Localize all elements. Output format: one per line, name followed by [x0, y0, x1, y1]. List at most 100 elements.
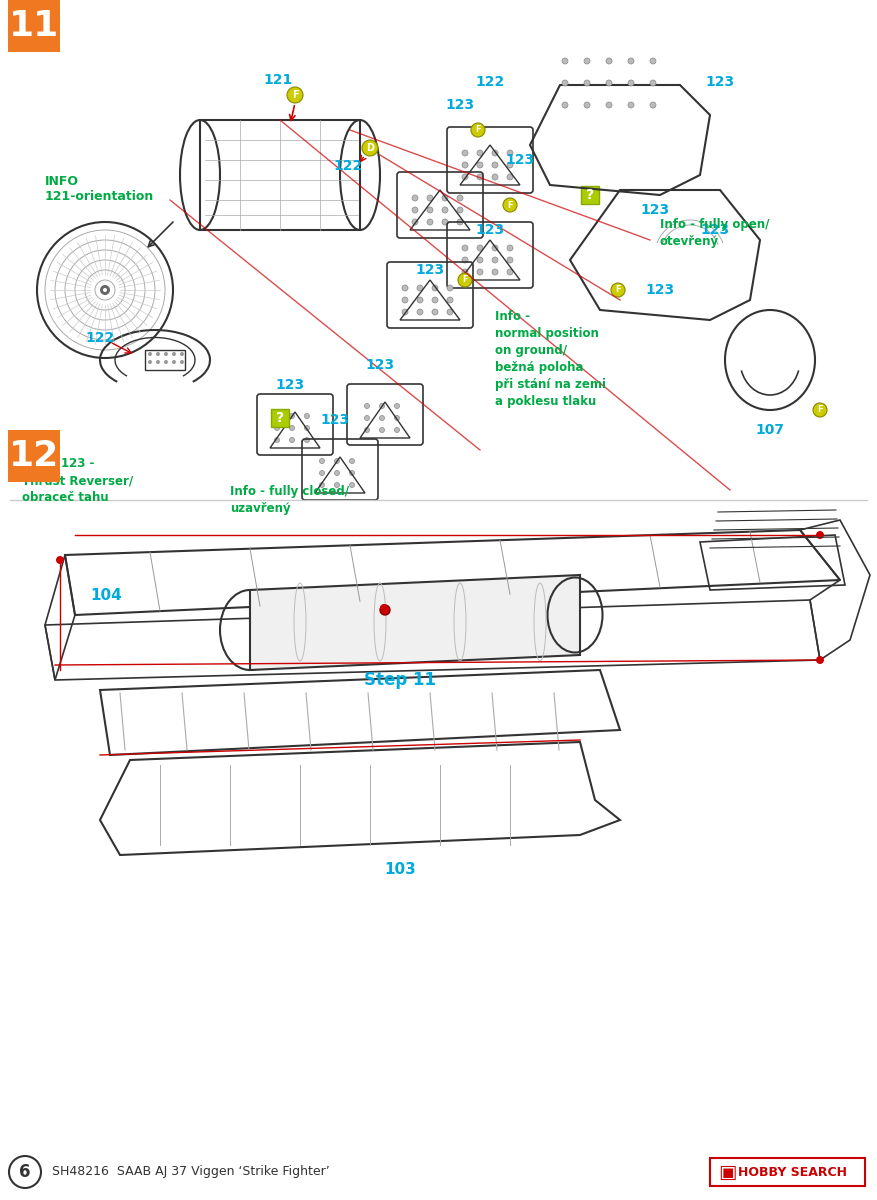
Circle shape — [156, 360, 160, 364]
Circle shape — [650, 58, 656, 64]
Text: Info - fully open/
otevřený: Info - fully open/ otevřený — [660, 218, 769, 248]
Text: 123: 123 — [416, 263, 445, 277]
Circle shape — [417, 284, 423, 290]
Text: Step 11: Step 11 — [364, 671, 436, 689]
Circle shape — [584, 58, 590, 64]
Circle shape — [442, 194, 448, 200]
Circle shape — [380, 604, 388, 612]
Circle shape — [180, 352, 184, 356]
Circle shape — [507, 245, 513, 251]
Text: 104: 104 — [90, 588, 122, 602]
Circle shape — [813, 403, 827, 416]
Circle shape — [289, 414, 295, 419]
Text: 123: 123 — [275, 378, 304, 392]
Circle shape — [477, 162, 483, 168]
Circle shape — [427, 194, 433, 200]
Circle shape — [628, 80, 634, 86]
Circle shape — [402, 296, 408, 302]
Circle shape — [304, 438, 310, 443]
Circle shape — [447, 296, 453, 302]
Circle shape — [457, 194, 463, 200]
Circle shape — [380, 415, 384, 420]
Circle shape — [507, 174, 513, 180]
Circle shape — [334, 470, 339, 475]
Circle shape — [319, 470, 324, 475]
Circle shape — [562, 58, 568, 64]
Circle shape — [628, 58, 634, 64]
Circle shape — [412, 218, 418, 226]
Text: D: D — [366, 143, 374, 152]
Text: ?: ? — [276, 410, 284, 425]
Circle shape — [289, 426, 295, 431]
Circle shape — [462, 174, 468, 180]
Circle shape — [304, 414, 310, 419]
Circle shape — [100, 284, 110, 295]
Circle shape — [287, 86, 303, 103]
FancyBboxPatch shape — [271, 409, 289, 427]
Polygon shape — [250, 575, 580, 670]
Circle shape — [477, 150, 483, 156]
Circle shape — [492, 257, 498, 263]
Circle shape — [164, 352, 168, 356]
Text: 123: 123 — [446, 98, 474, 112]
Text: 11: 11 — [9, 8, 59, 43]
Bar — [145, 350, 185, 370]
Circle shape — [477, 245, 483, 251]
Circle shape — [477, 174, 483, 180]
Circle shape — [417, 308, 423, 314]
Text: F: F — [507, 200, 513, 210]
Text: Info -
parts 123 -
Thrust Reverser/
obraceč tahu: Info - parts 123 - Thrust Reverser/ obra… — [22, 440, 133, 504]
Circle shape — [350, 470, 354, 475]
Text: ?: ? — [586, 188, 594, 202]
Circle shape — [365, 427, 369, 432]
Circle shape — [275, 414, 280, 419]
Circle shape — [606, 58, 612, 64]
Circle shape — [492, 245, 498, 251]
Circle shape — [432, 284, 438, 290]
Circle shape — [462, 150, 468, 156]
Text: F: F — [475, 126, 481, 134]
Circle shape — [816, 530, 824, 539]
Text: ▣: ▣ — [718, 1163, 737, 1182]
Circle shape — [462, 245, 468, 251]
Circle shape — [172, 352, 176, 356]
Circle shape — [56, 556, 64, 564]
Circle shape — [442, 218, 448, 226]
Circle shape — [507, 162, 513, 168]
Text: HOBBY SEARCH: HOBBY SEARCH — [738, 1165, 847, 1178]
Circle shape — [507, 257, 513, 263]
Circle shape — [606, 80, 612, 86]
Circle shape — [432, 296, 438, 302]
Text: 123: 123 — [640, 203, 669, 217]
Text: F: F — [292, 90, 298, 100]
Circle shape — [380, 605, 390, 614]
Circle shape — [395, 427, 400, 432]
Circle shape — [457, 218, 463, 226]
Circle shape — [334, 458, 339, 463]
Text: 123: 123 — [505, 152, 535, 167]
Circle shape — [457, 206, 463, 214]
Circle shape — [492, 162, 498, 168]
Circle shape — [562, 80, 568, 86]
Circle shape — [816, 656, 824, 664]
Text: 123: 123 — [700, 223, 729, 236]
Text: 123: 123 — [475, 223, 504, 236]
Circle shape — [507, 269, 513, 275]
Circle shape — [462, 162, 468, 168]
Circle shape — [319, 482, 324, 487]
Circle shape — [180, 360, 184, 364]
FancyBboxPatch shape — [8, 0, 60, 52]
Text: SH48216  SAAB AJ 37 Viggen ‘Strike Fighter’: SH48216 SAAB AJ 37 Viggen ‘Strike Fighte… — [52, 1165, 330, 1178]
Circle shape — [417, 296, 423, 302]
Circle shape — [584, 102, 590, 108]
Circle shape — [477, 257, 483, 263]
Circle shape — [471, 122, 485, 137]
Circle shape — [304, 426, 310, 431]
Text: 6: 6 — [19, 1163, 31, 1181]
Circle shape — [412, 206, 418, 214]
Text: Info -
normal position
on ground/
bežná poloha
při stání na zemi
a poklesu tlaku: Info - normal position on ground/ bežná … — [495, 310, 606, 408]
Circle shape — [584, 80, 590, 86]
Text: 107: 107 — [755, 422, 785, 437]
Circle shape — [275, 426, 280, 431]
Circle shape — [275, 438, 280, 443]
